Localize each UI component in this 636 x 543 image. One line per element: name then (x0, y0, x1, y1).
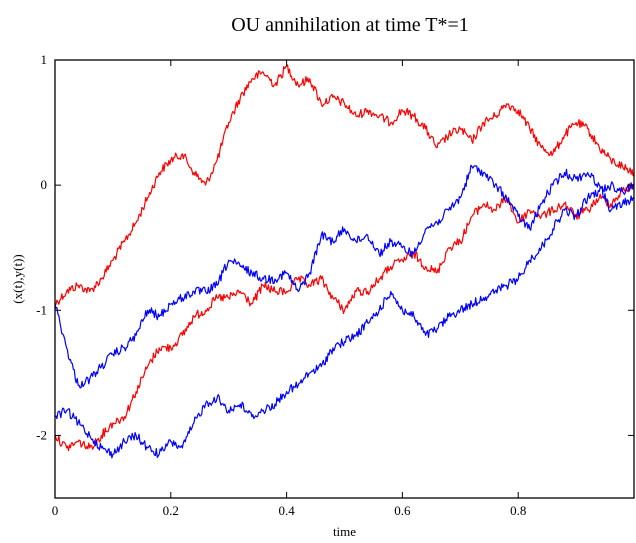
y-tick-label-0: 1 (41, 52, 48, 67)
x-tick-label-4: 0.8 (510, 503, 526, 518)
x-tick-label-0: 0 (52, 503, 59, 518)
x-tick-label-1: 0.2 (163, 503, 179, 518)
series-line-0 (54, 64, 635, 305)
y-axis-label: (x(t),y(t)) (10, 254, 25, 303)
y-tick-label-2: -1 (36, 302, 47, 317)
plot-lines (54, 64, 635, 459)
series-line-1 (54, 183, 635, 452)
x-tick-label-2: 0.4 (278, 503, 295, 518)
plot-frame (54, 59, 635, 499)
series-line-2 (54, 164, 635, 389)
y-tick-label-3: -2 (36, 427, 47, 442)
x-tick-label-3: 0.6 (394, 503, 411, 518)
chart-title: OU annihilation at time T*=1 (231, 14, 469, 36)
axis-ticks: 0 0.2 0.4 0.6 0.8 1 0 -1 -2 (36, 52, 634, 518)
x-axis-label: time (333, 524, 356, 539)
y-tick-label-1: 0 (41, 177, 48, 192)
series-line-3 (54, 181, 635, 459)
